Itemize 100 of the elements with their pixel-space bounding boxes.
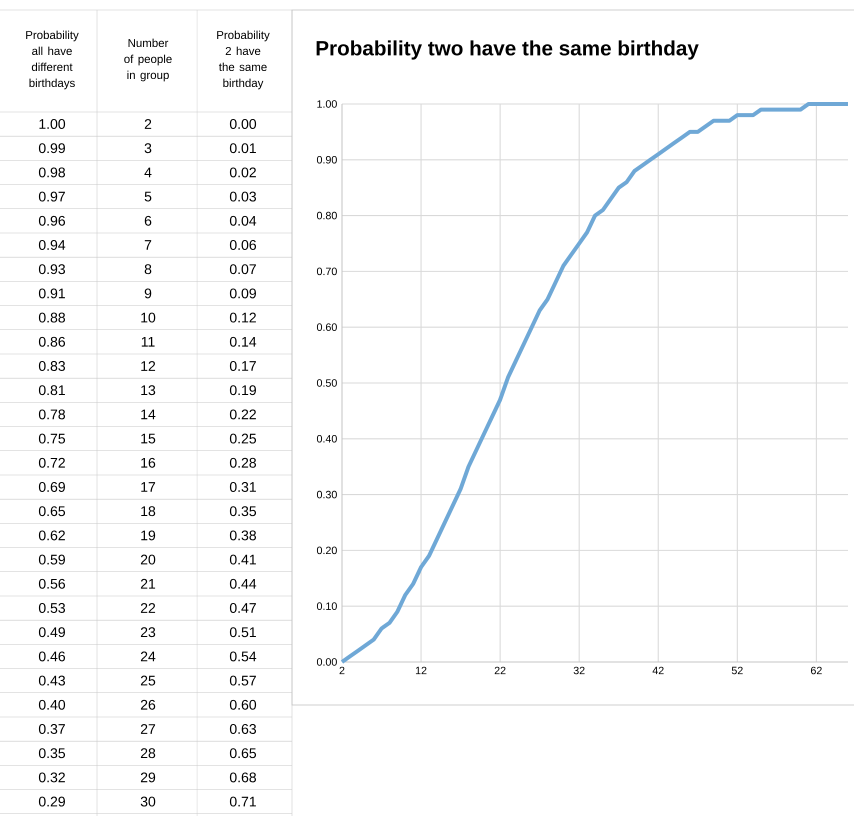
text: 0.38 bbox=[230, 530, 256, 540]
text: 0.40 bbox=[38, 700, 66, 710]
text: 0.96 bbox=[38, 216, 66, 226]
y-tick-label: 0.90 bbox=[316, 156, 337, 164]
text: 0.98 bbox=[38, 167, 66, 178]
text: 0.46 bbox=[38, 651, 66, 662]
category-label: 9 bbox=[144, 288, 152, 298]
text: 0.22 bbox=[230, 409, 256, 420]
text: 1.00 bbox=[39, 119, 66, 129]
y-tick-label: 0.10 bbox=[316, 602, 337, 610]
text: 0.01 bbox=[230, 143, 256, 154]
text: 0.43 bbox=[38, 676, 66, 686]
category-label: 7 bbox=[144, 240, 152, 250]
category-label: 18 bbox=[141, 506, 156, 516]
text: 0.72 bbox=[38, 458, 65, 468]
text: 0.28 bbox=[230, 458, 256, 468]
category-label: 6 bbox=[144, 216, 152, 226]
x-tick-label: 52 bbox=[732, 666, 743, 674]
text: 0.49 bbox=[38, 627, 65, 638]
x-tick-label: 42 bbox=[652, 666, 664, 674]
chart-title: Probability two have the same birthday bbox=[316, 40, 699, 60]
category-label: 11 bbox=[142, 336, 155, 347]
text: 0.63 bbox=[230, 724, 256, 734]
text: 0.32 bbox=[38, 772, 65, 782]
text: 0.97 bbox=[38, 192, 65, 202]
x-tick-label: 62 bbox=[810, 666, 822, 674]
x-tick-label: 32 bbox=[574, 666, 585, 674]
category-label: 17 bbox=[141, 482, 156, 492]
text: Number of people in group bbox=[124, 38, 172, 82]
text: 0.68 bbox=[230, 772, 256, 782]
category-label: 23 bbox=[140, 627, 156, 638]
category-label: 3 bbox=[144, 143, 152, 154]
text: 0.14 bbox=[230, 336, 256, 347]
category-label: 19 bbox=[141, 530, 156, 540]
text: 0.03 bbox=[230, 192, 256, 202]
text: 0.91 bbox=[38, 288, 65, 298]
y-tick-label: 1.00 bbox=[317, 100, 337, 108]
text: 0.02 bbox=[230, 167, 256, 178]
text: 0.54 bbox=[230, 651, 256, 662]
category-label: 15 bbox=[141, 434, 156, 444]
category-label: 14 bbox=[141, 410, 156, 420]
text: 0.78 bbox=[38, 409, 66, 420]
text: 0.86 bbox=[38, 336, 66, 347]
text: 0.93 bbox=[38, 264, 66, 274]
y-tick-label: 0.70 bbox=[316, 268, 337, 276]
category-label: 4 bbox=[144, 168, 152, 178]
text: 0.25 bbox=[230, 434, 256, 444]
text: 0.31 bbox=[230, 482, 256, 492]
text: 0.53 bbox=[38, 603, 66, 613]
text: 0.94 bbox=[38, 240, 66, 250]
text: 0.07 bbox=[230, 264, 256, 274]
category-label: 28 bbox=[140, 748, 156, 758]
x-tick-label: 12 bbox=[416, 666, 426, 674]
text: 0.37 bbox=[38, 724, 65, 734]
text: 0.00 bbox=[230, 119, 256, 129]
x-tick-label: 22 bbox=[494, 666, 506, 674]
category-label: 29 bbox=[140, 772, 156, 782]
text: 0.88 bbox=[38, 312, 66, 323]
text: 0.09 bbox=[230, 288, 256, 298]
text: 0.65 bbox=[38, 506, 66, 516]
y-tick-label: 0.80 bbox=[316, 212, 337, 220]
category-label: 30 bbox=[140, 796, 156, 807]
category-label: 22 bbox=[140, 603, 156, 613]
category-label: 12 bbox=[141, 361, 156, 371]
text: 0.29 bbox=[38, 796, 65, 807]
y-tick-label: 0.00 bbox=[316, 658, 337, 666]
text: 0.83 bbox=[38, 361, 66, 371]
y-tick-label: 0.20 bbox=[316, 546, 337, 554]
text: 0.75 bbox=[38, 434, 66, 444]
text: 0.35 bbox=[230, 506, 256, 516]
y-tick-label: 0.60 bbox=[316, 323, 337, 331]
text: 0.06 bbox=[230, 240, 256, 250]
text: 0.44 bbox=[230, 578, 256, 589]
text: 0.41 bbox=[230, 554, 256, 565]
y-tick-label: 0.50 bbox=[316, 379, 337, 387]
category-label: 5 bbox=[144, 192, 152, 202]
text: 0.65 bbox=[230, 748, 256, 758]
category-label: 16 bbox=[141, 458, 156, 468]
text: 0.71 bbox=[230, 796, 256, 807]
x-tick-label: 2 bbox=[340, 666, 344, 674]
text: 0.81 bbox=[38, 385, 65, 396]
category-label: 27 bbox=[140, 724, 156, 734]
text: 0.57 bbox=[230, 676, 256, 686]
category-label: 10 bbox=[141, 312, 156, 323]
category-label: 2 bbox=[144, 119, 152, 129]
text: 0.99 bbox=[38, 143, 65, 154]
y-tick-label: 0.40 bbox=[316, 435, 337, 443]
text: 0.17 bbox=[230, 361, 256, 371]
category-label: 20 bbox=[140, 554, 156, 565]
category-label: 8 bbox=[144, 264, 152, 274]
text: Probability all have different birthdays bbox=[26, 30, 79, 90]
y-tick-label: 0.30 bbox=[316, 490, 337, 498]
text: 0.47 bbox=[230, 603, 256, 613]
text: Probability 2 have the same birthday bbox=[217, 30, 270, 90]
text: 0.51 bbox=[230, 627, 256, 638]
category-label: 25 bbox=[140, 676, 156, 686]
text: 0.62 bbox=[38, 530, 65, 540]
category-label: 13 bbox=[141, 385, 156, 396]
text: 0.59 bbox=[38, 554, 65, 565]
category-label: 21 bbox=[140, 578, 156, 589]
